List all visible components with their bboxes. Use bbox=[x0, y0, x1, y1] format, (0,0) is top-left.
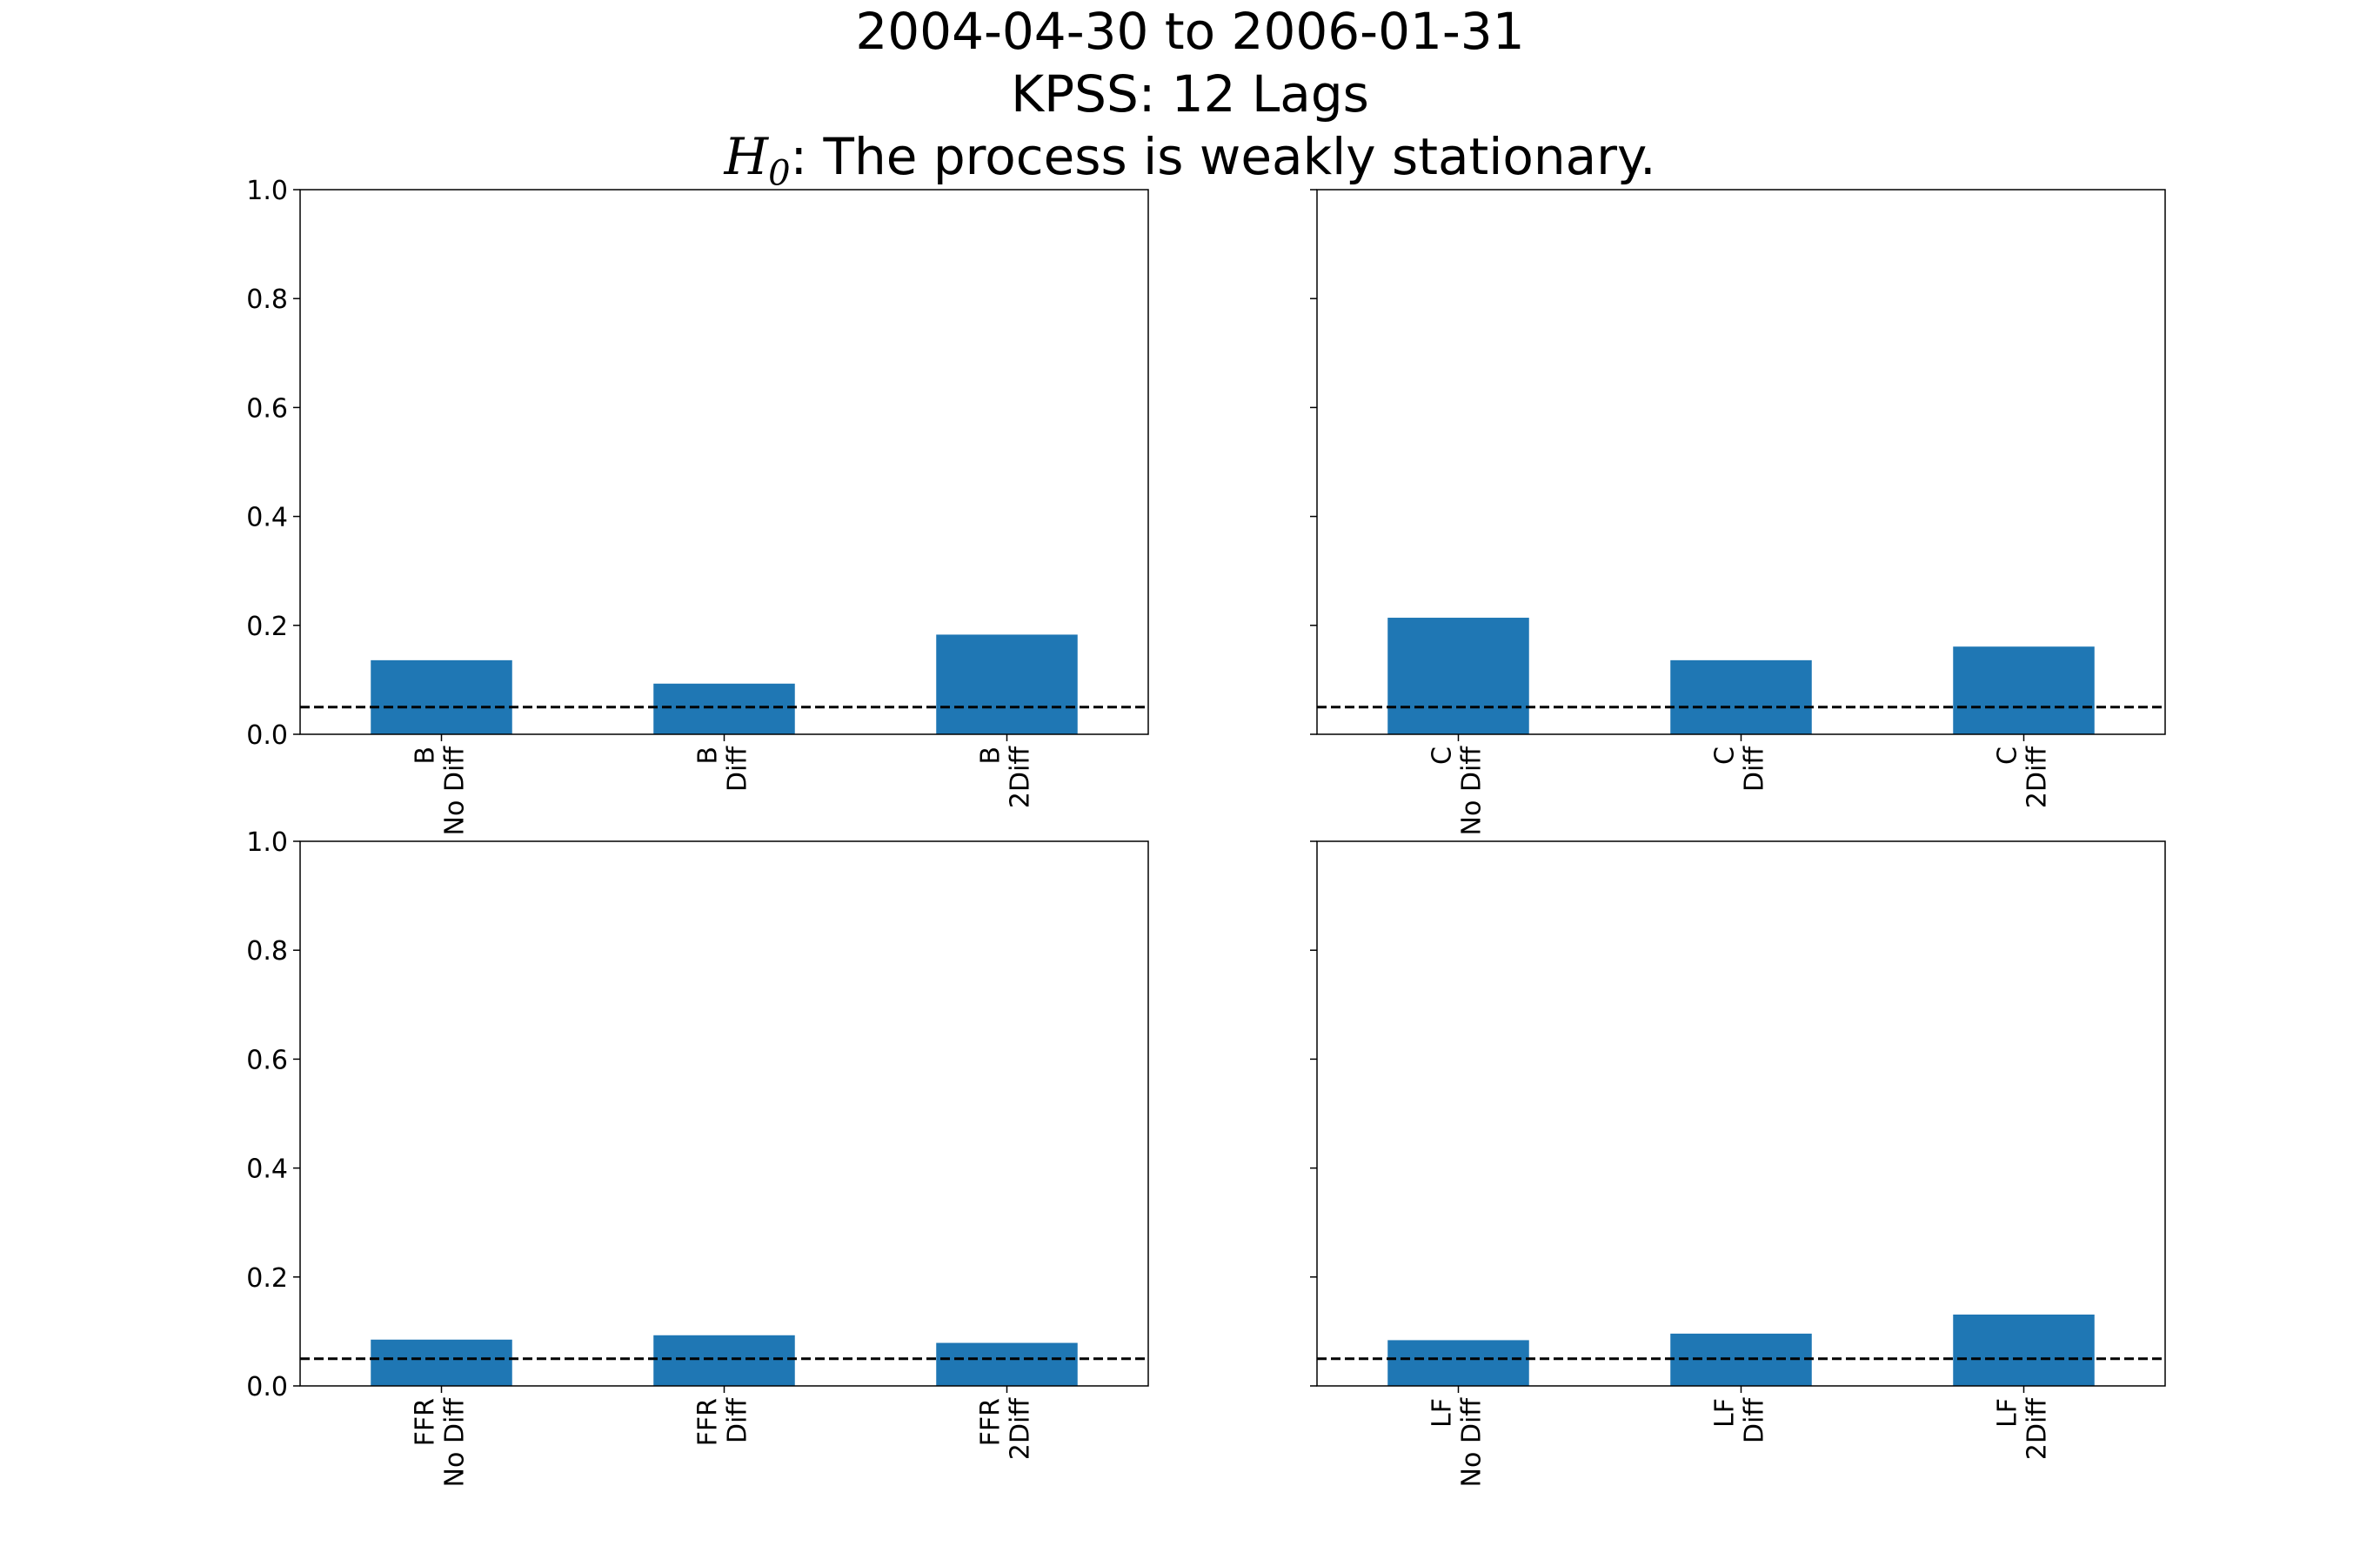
bar bbox=[653, 683, 795, 734]
y-tick-label: 0.8 bbox=[246, 936, 288, 967]
bar bbox=[653, 1335, 795, 1386]
y-tick-label: 0.0 bbox=[246, 720, 288, 751]
x-tick-label: LF2Diff bbox=[1993, 1397, 2053, 1461]
subplot-4: LFNo Diff LFDiff LF2Diff bbox=[1310, 840, 2166, 1488]
bar bbox=[371, 1339, 512, 1386]
x-tick-label: BDiff bbox=[693, 746, 753, 792]
hypothesis-symbol: H0 bbox=[724, 127, 791, 194]
y-tick-label: 0.0 bbox=[246, 1372, 288, 1402]
bar bbox=[1953, 646, 2095, 734]
bar bbox=[1670, 659, 1812, 734]
x-tick-label: BNo Diff bbox=[411, 746, 471, 836]
bar bbox=[1387, 618, 1529, 734]
y-tick-label: 0.2 bbox=[246, 1263, 288, 1294]
x-tick-label: FFRDiff bbox=[693, 1397, 753, 1447]
x-tick-label: LFNo Diff bbox=[1427, 1397, 1488, 1488]
y-tick-label: 0.6 bbox=[246, 1045, 288, 1075]
y-tick-label: 0.2 bbox=[246, 612, 288, 642]
y-tick-label: 0.4 bbox=[246, 1154, 288, 1185]
x-tick-label: B2Diff bbox=[976, 746, 1036, 809]
figure-title: 2004-04-30 to 2006-01-31 KPSS: 12 Lags H… bbox=[0, 0, 2380, 205]
axes-frame bbox=[1316, 840, 2166, 1387]
bar bbox=[936, 634, 1078, 734]
x-tick-label: FFR2Diff bbox=[976, 1397, 1036, 1461]
x-tick-label: C2Diff bbox=[1993, 746, 2053, 809]
x-tick-label: FFRNo Diff bbox=[411, 1397, 471, 1488]
axes-frame bbox=[299, 840, 1149, 1387]
bar bbox=[1387, 1340, 1529, 1386]
subplot-2: CNo Diff CDiff C2Diff bbox=[1310, 189, 2166, 836]
subplot-3: 0.0 0.2 0.4 0.6 0.8 1.0 FFRNo Diff FFRDiff FFR2D… bbox=[246, 827, 1149, 1488]
y-tick-label: 1.0 bbox=[246, 176, 288, 206]
bar bbox=[371, 659, 512, 734]
y-tick-label: 0.4 bbox=[246, 503, 288, 533]
bar bbox=[1953, 1314, 2095, 1386]
subplot-1: 0.0 0.2 0.4 0.6 0.8 1.0 BNo Diff BDiff B2Diff bbox=[246, 176, 1149, 836]
bar bbox=[936, 1342, 1078, 1386]
y-tick-label: 0.8 bbox=[246, 284, 288, 315]
x-tick-label: LFDiff bbox=[1710, 1397, 1770, 1443]
title-date-range: 2004-04-30 to 2006-01-31 bbox=[855, 2, 1525, 61]
hypothesis-text: : The process is weakly stationary. bbox=[790, 127, 1656, 186]
x-tick-label: CDiff bbox=[1710, 746, 1770, 792]
y-tick-label: 1.0 bbox=[246, 827, 288, 858]
y-tick-label: 0.6 bbox=[246, 393, 288, 424]
x-tick-label: CNo Diff bbox=[1427, 746, 1488, 836]
title-hypothesis: H0: The process is weakly stationary. bbox=[0, 125, 2380, 205]
title-test-name: KPSS: 12 Lags bbox=[1011, 64, 1369, 124]
